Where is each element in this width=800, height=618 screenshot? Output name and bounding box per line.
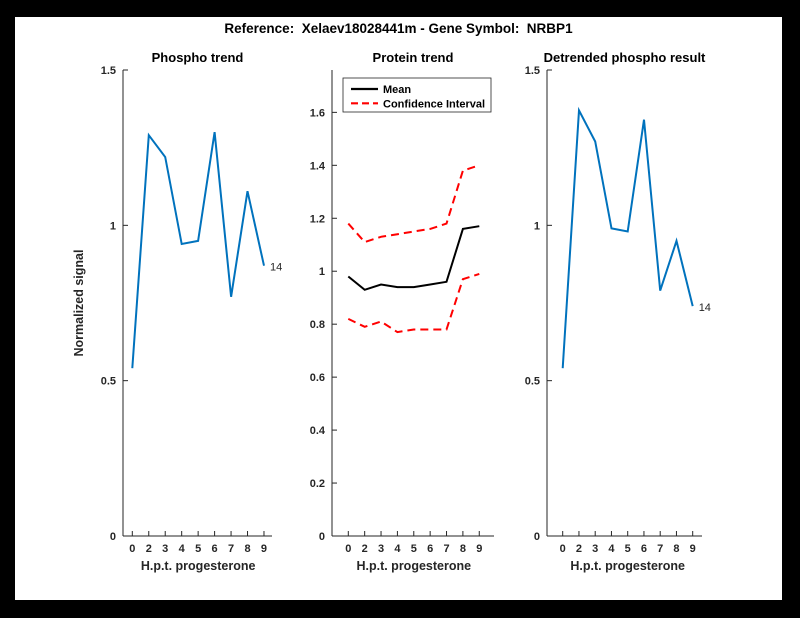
x-tick-label: 3 [162, 543, 168, 555]
x-tick-label: 6 [212, 543, 218, 555]
figure-title: Reference: Xelaev18028441m - Gene Symbol… [224, 21, 573, 36]
x-tick-label: 6 [427, 543, 433, 555]
series-phospho-signal [131, 131, 265, 369]
y-tick-label: 0 [110, 531, 116, 543]
x-tick-label: 2 [146, 543, 152, 555]
panel-title: Detrended phospho result [544, 50, 706, 65]
panel-title: Phospho trend [152, 50, 244, 65]
series-end-label: 14 [699, 302, 711, 314]
x-tick-label: 2 [576, 543, 582, 555]
x-tick-label: 5 [195, 543, 201, 555]
x-tick-label: 9 [476, 543, 482, 555]
y-tick-label: 0.2 [310, 478, 325, 490]
legend-label-confidence-interval: Confidence Interval [383, 98, 485, 110]
x-tick-label: 5 [625, 543, 631, 555]
x-axis-label: H.p.t. progesterone [570, 559, 685, 573]
y-tick-label: 0 [319, 531, 325, 543]
x-tick-label: 9 [690, 543, 696, 555]
figure-canvas: Reference: Xelaev18028441m - Gene Symbol… [15, 17, 782, 600]
legend-label-mean: Mean [383, 84, 411, 96]
x-tick-label: 7 [657, 543, 663, 555]
series-confidence-interval-lower [347, 272, 480, 334]
y-tick-label: 0.4 [310, 425, 326, 437]
x-tick-label: 3 [592, 543, 598, 555]
x-axis-label: H.p.t. progesterone [141, 559, 256, 573]
y-tick-label: 0.5 [101, 376, 116, 388]
y-tick-label: 1.6 [310, 107, 325, 119]
y-tick-label: 0.8 [310, 319, 325, 331]
y-tick-label: 1 [319, 266, 325, 278]
y-tick-label: 1 [534, 220, 540, 232]
legend: Mean Confidence Interval [342, 77, 492, 113]
x-tick-label: 4 [394, 543, 401, 555]
series-confidence-interval-upper [347, 164, 480, 244]
series-end-label: 14 [270, 262, 282, 274]
panel-protein-trend: 00.20.40.60.811.21.41.60 2 3 4 5 6 7 8 9Protein … [310, 50, 494, 573]
x-tick-label: 2 [362, 543, 368, 555]
x-tick-label: 0 [129, 543, 135, 555]
series-mean [347, 225, 480, 291]
y-axis-label: Normalized signal [72, 250, 86, 357]
x-tick-label: 3 [378, 543, 384, 555]
x-tick-label: 8 [460, 543, 466, 555]
x-tick-label: 8 [673, 543, 679, 555]
y-tick-label: 1.2 [310, 213, 325, 225]
x-tick-label: 7 [228, 543, 234, 555]
x-tick-label: 5 [411, 543, 417, 555]
x-tick-label: 4 [608, 543, 615, 555]
y-tick-label: 0.5 [525, 376, 540, 388]
x-tick-label: 8 [244, 543, 250, 555]
y-tick-label: 1.4 [310, 160, 326, 172]
y-tick-label: 1.5 [101, 65, 116, 77]
y-tick-label: 0 [534, 531, 540, 543]
x-tick-label: 7 [443, 543, 449, 555]
legend-box [342, 77, 492, 113]
x-tick-label: 0 [345, 543, 351, 555]
x-tick-label: 4 [179, 543, 186, 555]
x-tick-label: 0 [560, 543, 566, 555]
x-tick-label: 9 [261, 543, 267, 555]
y-tick-label: 0.6 [310, 372, 325, 384]
panel-title: Protein trend [373, 50, 454, 65]
y-tick-label: 1.5 [525, 65, 540, 77]
x-tick-label: 6 [641, 543, 647, 555]
series-detrended-phospho-signal [561, 106, 694, 369]
y-tick-label: 1 [110, 220, 116, 232]
x-axis-label: H.p.t. progesterone [356, 559, 471, 573]
